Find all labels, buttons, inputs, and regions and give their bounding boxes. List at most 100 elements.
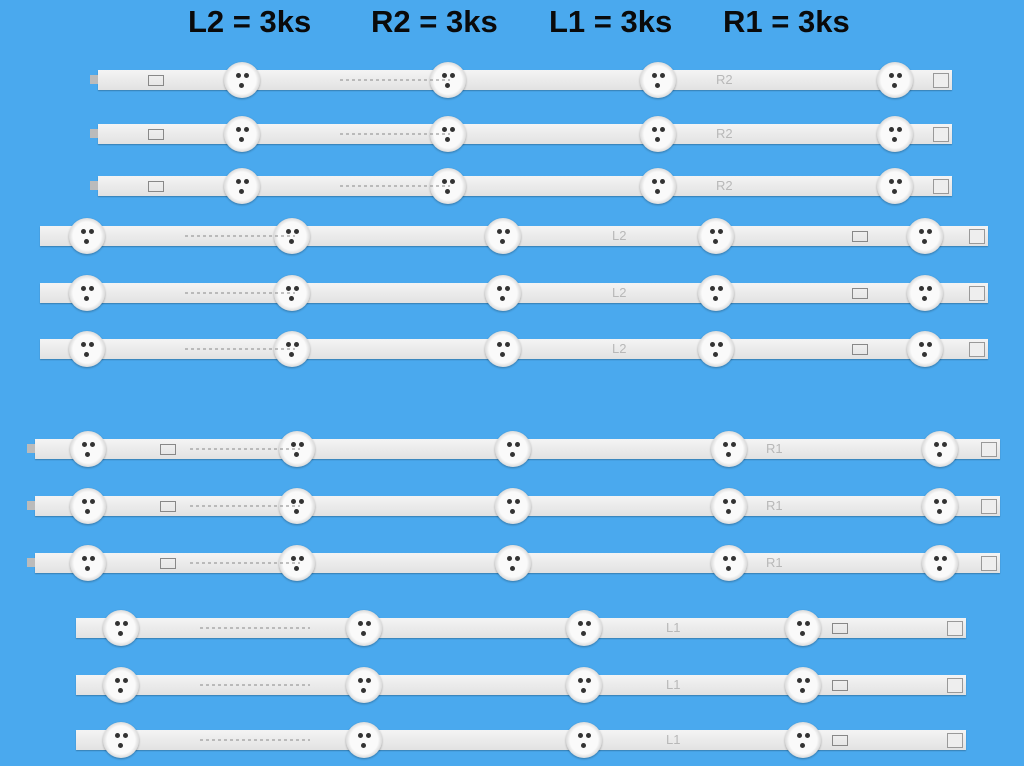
strip-print xyxy=(340,185,450,187)
led-lens xyxy=(711,545,747,581)
strip-label: R1 xyxy=(766,441,783,456)
strip-connector xyxy=(981,442,997,457)
led-lens xyxy=(224,62,260,98)
led-strip: L2 xyxy=(40,218,988,254)
strip-print xyxy=(185,292,295,294)
led-lens xyxy=(877,116,913,152)
strip-connector xyxy=(981,556,997,571)
strip-print xyxy=(190,448,300,450)
led-lens xyxy=(224,116,260,152)
led-lens xyxy=(69,331,105,367)
strip-plug xyxy=(27,501,35,510)
strip-connector xyxy=(969,229,985,244)
led-strip: R1 xyxy=(27,545,1000,581)
strip-label: L2 xyxy=(612,285,627,300)
qr-code xyxy=(160,501,176,512)
strip-print xyxy=(185,235,295,237)
led-lens xyxy=(566,722,602,758)
led-lens xyxy=(70,545,106,581)
led-lens xyxy=(785,667,821,703)
led-lens xyxy=(103,610,139,646)
strip-print xyxy=(185,348,295,350)
header-r1: R1 = 3ks xyxy=(723,4,850,39)
strip-print xyxy=(190,562,300,564)
strip-connector xyxy=(933,73,949,88)
strip-connector xyxy=(933,179,949,194)
led-lens xyxy=(922,545,958,581)
qr-code xyxy=(852,344,868,355)
header-l1: L1 = 3ks xyxy=(549,4,673,39)
strip-connector xyxy=(969,342,985,357)
led-lens xyxy=(711,431,747,467)
led-lens xyxy=(711,488,747,524)
qr-code xyxy=(832,623,848,634)
strip-plug xyxy=(27,444,35,453)
led-lens xyxy=(907,218,943,254)
led-strip: R1 xyxy=(27,488,1000,524)
led-lens xyxy=(907,275,943,311)
strip-connector xyxy=(947,733,963,748)
strip-plug xyxy=(90,129,98,138)
led-lens xyxy=(640,116,676,152)
strip-print xyxy=(200,627,310,629)
led-lens xyxy=(640,62,676,98)
led-lens xyxy=(70,488,106,524)
strip-label: L1 xyxy=(666,677,681,692)
led-lens xyxy=(495,545,531,581)
strip-label: L1 xyxy=(666,732,681,747)
led-lens xyxy=(103,722,139,758)
header-l2: L2 = 3ks xyxy=(188,4,312,39)
led-lens xyxy=(785,722,821,758)
led-strip: L1 xyxy=(76,667,966,703)
strip-connector xyxy=(981,499,997,514)
strip-label: L2 xyxy=(612,228,627,243)
led-lens xyxy=(346,722,382,758)
strip-print xyxy=(190,505,300,507)
strip-label: R2 xyxy=(716,126,733,141)
led-lens xyxy=(485,331,521,367)
led-strip: L1 xyxy=(76,722,966,758)
led-lens xyxy=(698,331,734,367)
qr-code xyxy=(148,75,164,86)
qr-code xyxy=(832,735,848,746)
led-lens xyxy=(877,62,913,98)
strip-print xyxy=(200,684,310,686)
led-lens xyxy=(495,488,531,524)
strip-label: R1 xyxy=(766,555,783,570)
led-lens xyxy=(698,218,734,254)
led-strip: R2 xyxy=(90,116,952,152)
strip-connector xyxy=(969,286,985,301)
qr-code xyxy=(160,558,176,569)
led-lens xyxy=(566,610,602,646)
strip-plug xyxy=(90,181,98,190)
strip-connector xyxy=(947,621,963,636)
led-strip: R2 xyxy=(90,168,952,204)
strip-print xyxy=(340,133,450,135)
led-lens xyxy=(698,275,734,311)
led-lens xyxy=(785,610,821,646)
strip-connector xyxy=(933,127,949,142)
led-lens xyxy=(922,431,958,467)
strip-label: R2 xyxy=(716,178,733,193)
strip-connector xyxy=(947,678,963,693)
strip-plug xyxy=(90,75,98,84)
led-strip: R2 xyxy=(90,62,952,98)
qr-code xyxy=(148,129,164,140)
strip-print xyxy=(200,739,310,741)
qr-code xyxy=(160,444,176,455)
led-lens xyxy=(485,218,521,254)
qr-code xyxy=(852,288,868,299)
led-lens xyxy=(495,431,531,467)
led-strip: L1 xyxy=(76,610,966,646)
qr-code xyxy=(148,181,164,192)
led-lens xyxy=(70,431,106,467)
led-lens xyxy=(485,275,521,311)
led-lens xyxy=(346,610,382,646)
led-lens xyxy=(877,168,913,204)
led-lens xyxy=(224,168,260,204)
led-lens xyxy=(640,168,676,204)
led-lens xyxy=(922,488,958,524)
strip-plug xyxy=(27,558,35,567)
strip-label: R2 xyxy=(716,72,733,87)
led-lens xyxy=(346,667,382,703)
